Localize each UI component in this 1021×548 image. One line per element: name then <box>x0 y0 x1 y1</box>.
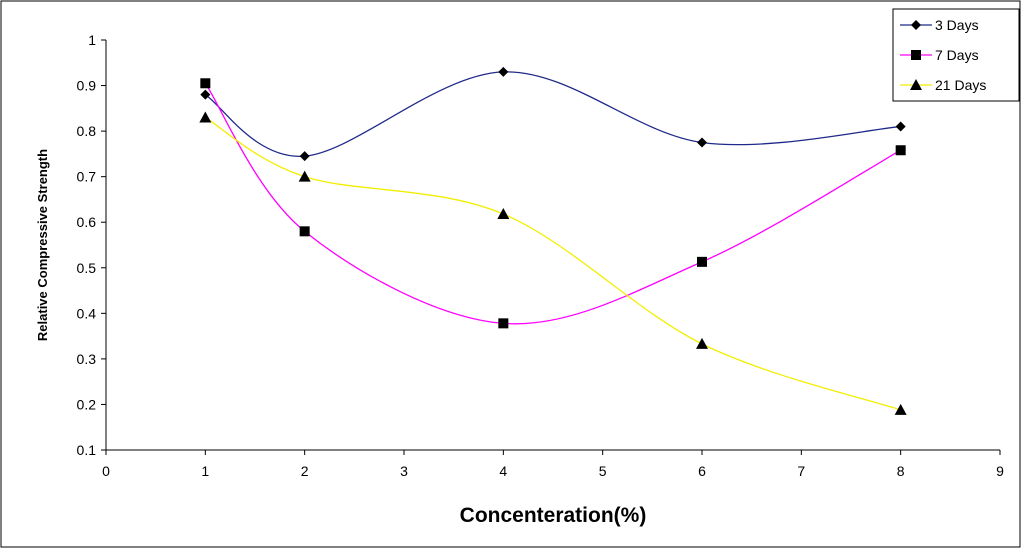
data-point <box>895 145 906 156</box>
data-point <box>200 78 211 89</box>
y-tick-label: 0.9 <box>77 78 97 94</box>
y-tick-label: 0.1 <box>77 442 97 458</box>
legend-label: 21 Days <box>935 77 986 93</box>
series-line <box>204 116 901 411</box>
data-point <box>199 111 212 123</box>
data-point <box>696 337 708 349</box>
data-point <box>697 256 707 267</box>
x-axis-ticks: 0 1 2 3 4 5 6 7 8 9 <box>102 450 1004 479</box>
data-point <box>895 121 906 132</box>
x-tick-label: 0 <box>102 463 110 479</box>
y-axis-ticks: 0.1 0.2 0.3 0.4 0.5 0.6 0.7 0.8 0.9 1 <box>77 32 106 458</box>
x-tick-label: 6 <box>698 463 706 479</box>
x-tick-label: 2 <box>301 463 309 479</box>
y-tick-label: 1 <box>88 32 96 48</box>
x-tick-label: 5 <box>599 463 607 479</box>
x-tick-label: 1 <box>201 463 209 479</box>
series-line <box>204 71 901 157</box>
y-tick-label: 0.7 <box>77 169 97 185</box>
y-tick-label: 0.4 <box>77 305 97 321</box>
x-tick-label: 8 <box>897 463 905 479</box>
legend-marker <box>910 79 922 90</box>
y-tick-label: 0.6 <box>77 214 97 230</box>
y-tick-label: 0.8 <box>77 123 97 139</box>
data-point <box>497 208 510 220</box>
series-21-days <box>199 111 907 415</box>
series-7-days <box>200 78 906 329</box>
legend: 3 Days 7 Days 21 Days <box>892 8 1020 102</box>
legend-label: 3 Days <box>935 17 979 33</box>
x-tick-label: 9 <box>996 463 1004 479</box>
data-point <box>498 66 509 77</box>
data-point <box>200 89 211 100</box>
y-tick-label: 0.3 <box>77 351 97 367</box>
legend-marker <box>911 50 921 60</box>
y-axis-title: Relative Compressive Strength <box>35 149 50 341</box>
data-point <box>298 170 311 182</box>
data-point <box>299 226 310 237</box>
x-tick-label: 7 <box>797 463 805 479</box>
series-3-days <box>200 66 906 162</box>
series-group <box>199 66 907 415</box>
legend-label: 7 Days <box>935 47 979 63</box>
x-tick-label: 3 <box>400 463 408 479</box>
data-point <box>498 318 509 329</box>
legend-marker <box>911 20 921 30</box>
y-tick-label: 0.5 <box>77 260 97 276</box>
x-axis-title: Concenteration(%) <box>460 504 647 527</box>
x-tick-label: 4 <box>499 463 507 479</box>
data-point <box>894 403 907 415</box>
data-point <box>299 151 310 162</box>
data-point <box>697 137 707 148</box>
y-tick-label: 0.2 <box>77 396 97 412</box>
